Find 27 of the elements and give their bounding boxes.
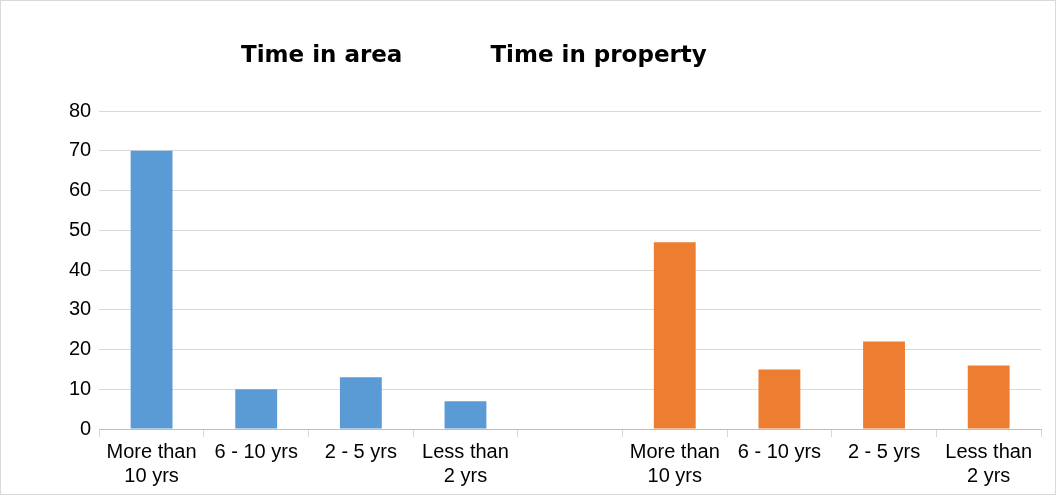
bar: [653, 242, 696, 429]
x-tick-label: 6 - 10 yrs: [214, 439, 298, 462]
y-tick-label: 50: [69, 217, 92, 240]
y-tick-label: 0: [80, 416, 92, 439]
x-tick-label: Less than 2 yrs: [422, 439, 509, 486]
bar: [130, 150, 173, 429]
bar: [444, 401, 487, 429]
y-tick-label: 30: [69, 297, 92, 320]
x-tick-label: More than 10 yrs: [106, 439, 197, 486]
y-tick-label: 60: [69, 178, 92, 201]
y-tick-label: 70: [69, 138, 92, 161]
x-tick-label: 2 - 5 yrs: [847, 439, 921, 462]
y-tick-label: 80: [69, 98, 92, 121]
bar: [235, 389, 278, 429]
y-tick-label: 20: [69, 337, 92, 360]
bar: [863, 341, 905, 429]
bar: [758, 369, 801, 429]
x-tick-label: Less than 2 yrs: [945, 439, 1033, 486]
bar: [339, 377, 382, 429]
text: Time in property: [490, 41, 707, 67]
y-tick-label: 40: [69, 257, 92, 280]
text: Time in area: [241, 41, 403, 67]
x-tick-label: 6 - 10 yrs: [737, 439, 822, 462]
x-tick-label: More than 10 yrs: [629, 439, 720, 486]
bar: [967, 365, 1010, 429]
x-tick-label: 2 - 5 yrs: [324, 439, 397, 462]
y-tick-label: 10: [69, 376, 92, 399]
